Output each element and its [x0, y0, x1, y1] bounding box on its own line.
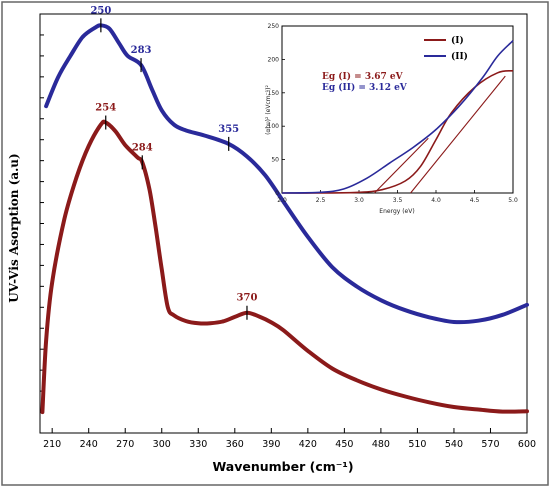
inset-eg-ii-label: Eg (II) = 3.12 eV — [322, 82, 408, 93]
inset-x-tick-label: 2.0 — [277, 197, 287, 204]
inset-x-tick-label: 3.0 — [354, 197, 364, 204]
inset-x-tick-label: 4.5 — [470, 197, 480, 204]
inset-y-tick-label: 200 — [268, 56, 280, 63]
inset-tangent-line-1 — [410, 75, 506, 194]
main-x-tick-label: 570 — [481, 439, 499, 450]
inset-series-line-1 — [281, 70, 514, 194]
inset-y-tick-label: 0 — [275, 190, 279, 197]
inset-series-line-2 — [281, 40, 514, 194]
main-xlabel: Wavenumber (cm⁻¹) — [212, 459, 353, 474]
main-x-tick-label: 600 — [518, 439, 536, 450]
main-x-tick-label: 450 — [335, 439, 353, 450]
main-peak-label: 254 — [95, 103, 116, 114]
inset-xlabel: Energy (eV) — [379, 208, 414, 215]
inset-y-tick-label: 50 — [271, 157, 279, 164]
inset-y-tick-label: 100 — [268, 123, 280, 130]
inset-ylabel: (αhυ)² (eVcm⁻¹)² — [265, 84, 272, 134]
main-peak-label: 250 — [90, 5, 111, 16]
main-series-line-2 — [40, 119, 529, 415]
legend-label-ii: (II) — [451, 51, 468, 62]
inset-tangent-line-2 — [374, 137, 429, 194]
main-x-tick-label: 390 — [262, 439, 280, 450]
main-x-tick-label: 210 — [43, 439, 61, 450]
legend-label-i: (I) — [451, 35, 464, 46]
inset-x-tick-label: 2.5 — [316, 197, 326, 204]
main-series-line-1 — [44, 23, 529, 325]
main-x-tick-label: 240 — [80, 439, 98, 450]
inset-x-tick-label: 4.0 — [431, 197, 441, 204]
inset-eg-i-label: Eg (I) = 3.67 eV — [322, 71, 404, 82]
main-peak-label: 355 — [218, 124, 239, 135]
main-x-tick-label: 300 — [153, 439, 171, 450]
inset-legend: (I) (II) — [424, 35, 468, 62]
inset-y-tick-label: 150 — [268, 90, 280, 97]
main-peak-label: 284 — [132, 142, 153, 153]
main-peak-label: 283 — [131, 45, 152, 56]
main-x-tick-label: 480 — [372, 439, 390, 450]
main-peak-label: 370 — [237, 293, 258, 304]
main-x-tick-label: 420 — [299, 439, 317, 450]
main-ylabel: UV-Vis Asorption (a.u) — [7, 153, 21, 302]
inset-x-tick-label: 3.5 — [393, 197, 403, 204]
inset-x-tick-label: 5.0 — [508, 197, 518, 204]
main-x-tick-label: 540 — [445, 439, 463, 450]
inset-y-tick-label: 250 — [268, 23, 280, 30]
main-x-tick-label: 510 — [408, 439, 426, 450]
inset-plot-frame — [281, 25, 514, 194]
main-x-tick-label: 360 — [226, 439, 244, 450]
main-x-tick-label: 330 — [189, 439, 207, 450]
main-x-tick-label: 270 — [116, 439, 134, 450]
